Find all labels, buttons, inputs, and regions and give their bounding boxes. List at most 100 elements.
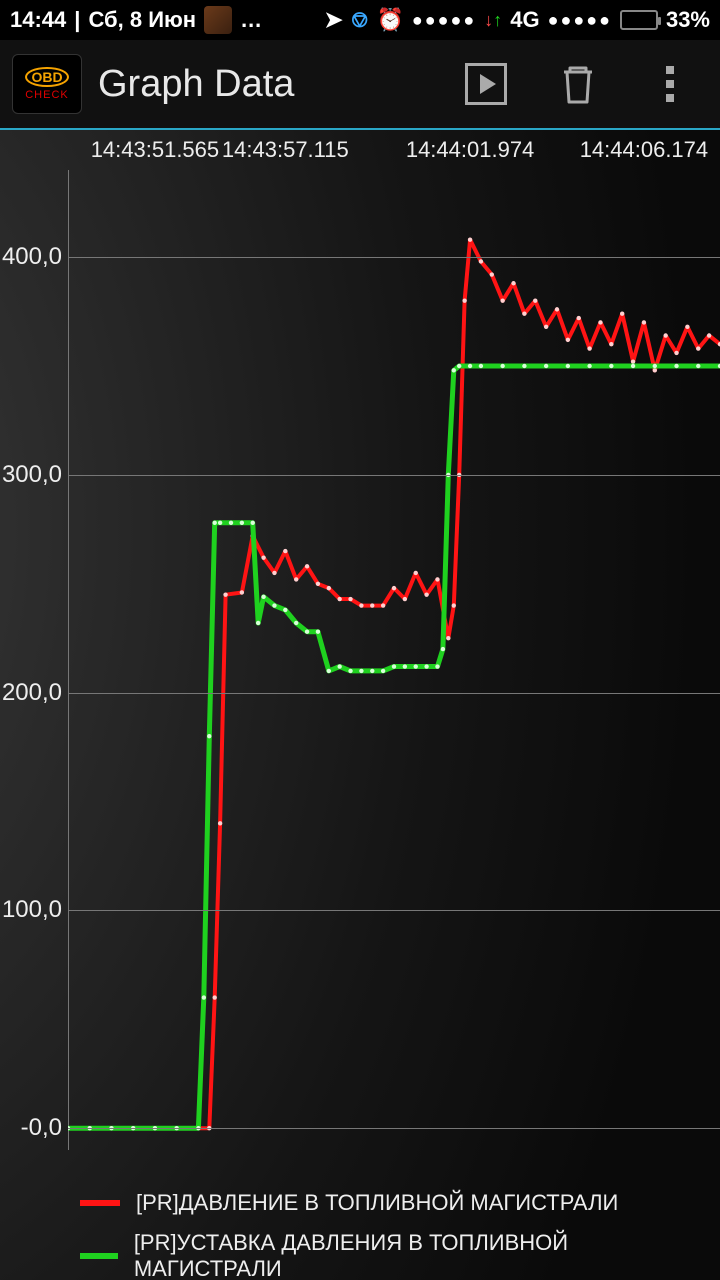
- series-point: [414, 664, 418, 668]
- y-tick-label: -0,0: [21, 1114, 68, 1142]
- y-tick-label: 200,0: [2, 679, 68, 707]
- legend-item-0[interactable]: [PR]ДАВЛЕНИЕ В ТОПЛИВНОЙ МАГИСТРАЛИ: [80, 1190, 690, 1216]
- series-point: [392, 586, 396, 590]
- series-line-0: [68, 240, 720, 1128]
- series-point: [598, 320, 602, 324]
- series-point: [674, 364, 678, 368]
- series-point: [511, 281, 515, 285]
- series-point: [500, 364, 504, 368]
- series-point: [294, 621, 298, 625]
- bluetooth-icon: ⎊: [351, 7, 369, 33]
- legend-label: [PR]ДАВЛЕНИЕ В ТОПЛИВНОЙ МАГИСТРАЛИ: [136, 1190, 618, 1216]
- status-date: Сб, 8 Июн: [88, 7, 196, 33]
- series-point: [566, 364, 570, 368]
- series-point: [256, 621, 260, 625]
- series-point: [435, 664, 439, 668]
- series-point: [566, 338, 570, 342]
- logo-obd: OBD: [25, 67, 68, 87]
- series-point: [327, 586, 331, 590]
- x-tick-label: 14:44:01.974: [406, 137, 534, 163]
- series-point: [261, 555, 265, 559]
- status-time: 14:44: [10, 7, 66, 33]
- series-point: [381, 603, 385, 607]
- trash-icon: [558, 62, 598, 106]
- series-point: [663, 333, 667, 337]
- chart-area: 14:43:51.56514:43:57.11514:44:01.97414:4…: [0, 130, 720, 1280]
- series-point: [577, 316, 581, 320]
- y-tick-label: 300,0: [2, 461, 68, 489]
- status-right: ➤ ⎊ ⏰ ●●●●● ↓↑ 4G ●●●●● 33%: [324, 7, 710, 33]
- series-point: [631, 364, 635, 368]
- series-point: [685, 325, 689, 329]
- battery-icon: [620, 10, 658, 30]
- series-point: [522, 312, 526, 316]
- series-point: [555, 307, 559, 311]
- series-point: [392, 664, 396, 668]
- series-point: [642, 320, 646, 324]
- series-point: [479, 259, 483, 263]
- plot-region[interactable]: -0,0100,0200,0300,0400,0: [0, 170, 720, 1150]
- legend: [PR]ДАВЛЕНИЕ В ТОПЛИВНОЙ МАГИСТРАЛИ [PR]У…: [0, 1170, 720, 1280]
- status-left: 14:44 | Сб, 8 Июн …: [10, 6, 260, 34]
- series-point: [452, 603, 456, 607]
- network-type: 4G: [510, 7, 539, 33]
- series-point: [587, 346, 591, 350]
- series-point: [609, 364, 613, 368]
- series-point: [223, 592, 227, 596]
- more-notifications-icon: …: [240, 7, 260, 33]
- series-line-1: [68, 366, 720, 1128]
- series-point: [240, 521, 244, 525]
- series-point: [305, 629, 309, 633]
- signal-2-icon: ●●●●●: [548, 10, 612, 31]
- series-point: [424, 664, 428, 668]
- play-icon: [465, 63, 507, 105]
- series-point: [544, 325, 548, 329]
- series-point: [337, 597, 341, 601]
- series-point: [674, 351, 678, 355]
- legend-swatch: [80, 1200, 120, 1206]
- series-point: [207, 734, 211, 738]
- x-tick-label: 14:43:51.565: [91, 137, 219, 163]
- play-button[interactable]: [458, 56, 514, 112]
- series-point: [479, 364, 483, 368]
- app-bar: OBD CHECK Graph Data: [0, 40, 720, 130]
- status-sep: |: [74, 7, 80, 33]
- series-point: [213, 995, 217, 999]
- series-point: [707, 333, 711, 337]
- series-point: [218, 821, 222, 825]
- series-point: [218, 521, 222, 525]
- status-bar: 14:44 | Сб, 8 Июн … ➤ ⎊ ⏰ ●●●●● ↓↑ 4G ●●…: [0, 0, 720, 40]
- series-point: [283, 608, 287, 612]
- legend-item-1[interactable]: [PR]УСТАВКА ДАВЛЕНИЯ В ТОПЛИВНОЙ МАГИСТР…: [80, 1230, 690, 1280]
- alarm-icon: ⏰: [376, 7, 403, 33]
- series-point: [468, 237, 472, 241]
- y-tick-label: 400,0: [2, 243, 68, 271]
- delete-button[interactable]: [550, 56, 606, 112]
- series-point: [261, 595, 265, 599]
- series-point: [403, 664, 407, 668]
- series-point: [424, 592, 428, 596]
- series-point: [272, 603, 276, 607]
- series-point: [359, 669, 363, 673]
- series-point: [446, 636, 450, 640]
- series-point: [544, 364, 548, 368]
- series-point: [435, 577, 439, 581]
- series-point: [490, 272, 494, 276]
- series-point: [620, 312, 624, 316]
- page-title: Graph Data: [98, 63, 432, 106]
- legend-label: [PR]УСТАВКА ДАВЛЕНИЯ В ТОПЛИВНОЙ МАГИСТР…: [134, 1230, 690, 1280]
- app-logo-icon[interactable]: OBD CHECK: [12, 54, 82, 114]
- series-point: [229, 521, 233, 525]
- overflow-menu-button[interactable]: [642, 56, 698, 112]
- series-point: [213, 521, 217, 525]
- series-point: [522, 364, 526, 368]
- location-icon: ➤: [324, 7, 342, 33]
- gridline: [68, 257, 720, 258]
- series-point: [696, 346, 700, 350]
- series-point: [462, 298, 466, 302]
- gridline: [68, 693, 720, 694]
- series-point: [370, 669, 374, 673]
- series-point: [305, 564, 309, 568]
- series-point: [441, 647, 445, 651]
- series-point: [609, 342, 613, 346]
